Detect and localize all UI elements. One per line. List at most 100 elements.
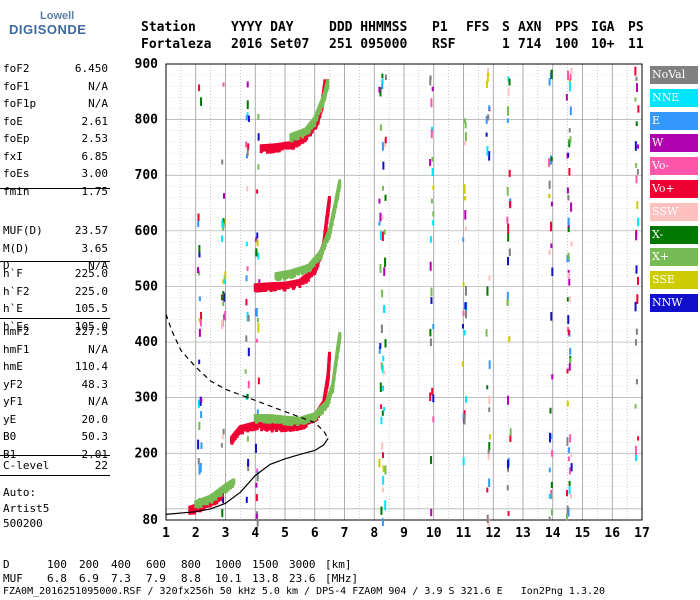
noise-mark xyxy=(430,98,433,108)
legend-item: SSW xyxy=(650,202,698,221)
noise-mark xyxy=(244,369,247,374)
noise-mark xyxy=(246,266,249,272)
noise-mark xyxy=(198,359,201,365)
noise-mark xyxy=(380,416,383,425)
noise-mark xyxy=(384,257,387,268)
noise-mark xyxy=(381,185,384,191)
noise-mark xyxy=(462,237,465,242)
noise-mark xyxy=(568,467,571,475)
noise-mark xyxy=(383,370,386,375)
param-row: yF2 48.3 xyxy=(3,378,108,392)
noise-mark xyxy=(256,189,259,194)
noise-mark xyxy=(224,310,227,321)
noise-mark xyxy=(506,186,509,196)
echo-mark xyxy=(323,79,327,86)
noise-mark xyxy=(506,216,509,224)
noise-mark xyxy=(488,275,491,281)
noise-mark xyxy=(200,411,203,419)
x-tick-label: 12 xyxy=(485,526,501,541)
noise-mark xyxy=(198,245,201,254)
noise-mark xyxy=(565,94,568,101)
noise-mark xyxy=(548,467,551,473)
header-label: IGA xyxy=(591,20,615,35)
noise-mark xyxy=(507,256,510,266)
param-name: fmin xyxy=(3,184,30,198)
noise-mark xyxy=(486,487,489,493)
noise-mark xyxy=(221,508,224,518)
noise-mark xyxy=(223,193,226,199)
noise-mark xyxy=(567,194,570,201)
x-tick-label: 13 xyxy=(515,526,531,541)
noise-mark xyxy=(383,406,386,412)
noise-mark xyxy=(432,220,435,226)
noise-mark xyxy=(488,478,491,487)
noise-mark xyxy=(636,169,639,175)
noise-mark xyxy=(378,459,381,468)
noise-mark xyxy=(256,232,259,239)
noise-mark xyxy=(636,276,639,285)
noise-mark xyxy=(258,279,261,284)
noise-mark xyxy=(378,198,381,204)
noise-mark xyxy=(508,78,511,86)
noise-mark xyxy=(550,312,553,321)
noise-mark xyxy=(381,442,384,450)
noise-mark xyxy=(463,414,466,425)
noise-mark xyxy=(379,124,382,131)
noise-mark xyxy=(255,237,258,242)
legend-item: W xyxy=(650,134,698,153)
noise-mark xyxy=(255,494,258,502)
param-value: 48.3 xyxy=(81,377,109,391)
noise-mark xyxy=(550,221,553,232)
noise-mark xyxy=(430,198,433,204)
noise-mark xyxy=(431,387,434,396)
noise-mark xyxy=(246,154,249,159)
noise-mark xyxy=(255,513,258,519)
noise-mark xyxy=(637,217,640,227)
param-row: D N/A xyxy=(3,259,108,273)
param-value: 2.53 xyxy=(81,132,109,145)
noise-mark xyxy=(465,310,468,319)
noise-mark xyxy=(381,79,384,90)
param-name: fxI xyxy=(3,149,23,163)
noise-mark xyxy=(566,187,569,194)
x-tick-label: 3 xyxy=(222,526,230,541)
noise-mark xyxy=(247,458,250,467)
param-value: 1.75 xyxy=(81,184,109,198)
noise-mark xyxy=(222,290,225,301)
noise-mark xyxy=(508,169,511,177)
param-value: 225.0 xyxy=(74,284,108,298)
noise-mark xyxy=(200,97,203,106)
noise-mark xyxy=(378,221,381,226)
header-value: 2016 Set07 xyxy=(231,37,310,52)
noise-mark xyxy=(567,329,570,336)
noise-mark xyxy=(550,433,553,440)
noise-mark xyxy=(245,275,248,282)
autoscale-artist: Artist5 xyxy=(3,502,50,515)
param-row: foEs 3.00 xyxy=(3,167,108,181)
param-row: foF2 6.450 xyxy=(3,62,108,76)
noise-mark xyxy=(247,380,250,389)
noise-mark xyxy=(245,496,248,503)
noise-mark xyxy=(197,457,200,465)
param-name: hmF1 xyxy=(3,342,30,356)
noise-mark xyxy=(507,87,510,96)
table-cell: 100 xyxy=(47,558,67,571)
noise-mark xyxy=(256,468,259,474)
noise-mark xyxy=(634,66,637,76)
noise-mark xyxy=(485,115,488,124)
noise-mark xyxy=(463,329,466,336)
noise-mark xyxy=(383,229,386,235)
noise-mark xyxy=(381,386,384,392)
plot-frame xyxy=(165,63,643,521)
param-value: N/A xyxy=(88,342,108,356)
legend-item: SSE xyxy=(650,271,698,290)
noise-mark xyxy=(551,267,554,276)
param-row: hmE 110.4 xyxy=(3,360,108,374)
param-name: h`Es xyxy=(3,319,30,333)
noise-mark xyxy=(507,232,510,242)
noise-mark xyxy=(465,226,468,232)
noise-mark xyxy=(567,447,570,454)
param-row: h`E 105.5 xyxy=(3,302,108,316)
noise-mark xyxy=(568,127,571,133)
noise-mark xyxy=(635,328,638,335)
